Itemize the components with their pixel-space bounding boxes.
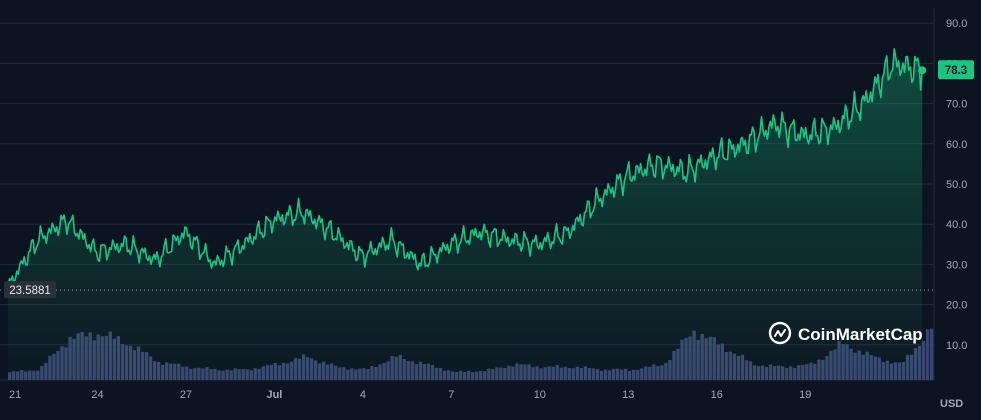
currency-label: USD [940,398,963,410]
x-tick-label: 27 [180,389,192,401]
y-tick-label: 20.0 [946,300,967,312]
watermark: CoinMarketCap [768,321,923,345]
coinmarketcap-logo-icon [768,321,792,345]
price-area [7,48,927,381]
volume-bar [925,329,930,380]
reference-value-label: 23.5881 [9,285,51,297]
x-tick-label: 7 [448,389,454,401]
x-tick-label: 24 [91,389,103,401]
price-tags: 78.3 [938,60,974,80]
price-line [7,48,923,287]
y-tick-label: 60.0 [946,139,967,151]
x-tick-label: 19 [799,389,811,401]
volume-bar [921,340,926,380]
price-area-fill [8,48,923,381]
y-tick-label: 10.0 [946,340,967,352]
x-tick-label: Jul [266,389,282,401]
x-tick-label: 13 [622,389,634,401]
last-price-dot [918,66,927,75]
last-price-tag [938,60,974,80]
watermark-text: CoinMarketCap [798,325,923,344]
y-tick-label: 90.0 [946,18,967,30]
y-tick-label: 40.0 [946,219,967,231]
volume-bar [929,328,934,380]
x-tick-label: 21 [9,389,21,401]
reference-line: 23.5881 [0,281,934,299]
y-tick-label: 70.0 [946,99,967,111]
reference-value-box [4,281,56,299]
x-tick-label: 4 [360,389,366,401]
last-price-label: 78.3 [945,65,967,77]
x-tick-label: 10 [534,389,546,401]
y-tick-label: 50.0 [946,179,967,191]
x-tick-label: 16 [711,389,723,401]
coinmarketcap-logo-mark [774,329,786,337]
axes: 10.020.030.040.050.060.070.080.090.02124… [9,18,967,410]
y-tick-label: 30.0 [946,259,967,271]
